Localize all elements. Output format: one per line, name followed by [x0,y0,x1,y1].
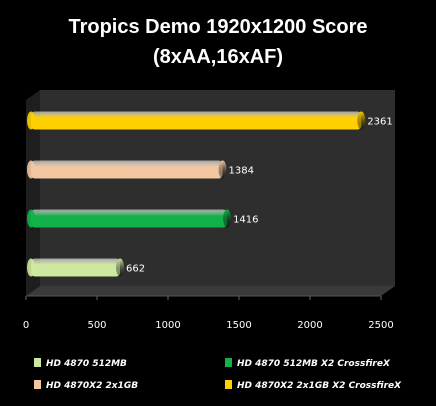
legend-item: HD 4870X2 2x1GB X2 CrossfireX [225,380,402,391]
legend-item: HD 4870X2 2x1GB [34,380,138,391]
value-label: 2361 [367,117,392,128]
tick-label: 0 [23,320,29,331]
legend-swatch [225,380,232,389]
x-axis-ticks: 0 500 1000 1500 2000 2500 [23,296,394,331]
value-label: 1384 [229,166,254,177]
tick-label: 2500 [368,320,393,331]
legend-swatch [34,358,41,367]
value-label: 662 [126,264,145,275]
bar-end [27,209,35,228]
chart-title-line-1: Tropics Demo 1920x1200 Score [68,16,367,38]
bar-2 [27,209,232,228]
tick-label: 2000 [297,320,322,331]
bar-cap [218,160,227,179]
bar-body [31,111,362,130]
bar-body [31,209,228,228]
bar-body [31,160,223,179]
tick-label: 1000 [155,320,180,331]
legend: HD 4870 512MB HD 4870 512MB X2 CrossfireX… [34,358,402,391]
plot-area [26,90,395,297]
bar-end [27,111,35,130]
legend-item: HD 4870 512MB X2 CrossfireX [225,358,391,369]
bar-end [27,160,35,179]
back-wall [40,90,395,286]
tick-label: 1500 [226,320,251,331]
bar-4 [27,111,366,130]
floor [26,286,395,296]
legend-label: HD 4870X2 2x1GB [46,381,138,391]
legend-label: HD 4870 512MB X2 CrossfireX [237,359,391,369]
bar-cap [116,258,125,277]
bar-cap [223,209,232,228]
legend-label: HD 4870 512MB [46,359,127,369]
bar-body [31,258,121,277]
legend-item: HD 4870 512MB [34,358,127,369]
bar-1 [27,258,125,277]
legend-swatch [225,358,232,367]
legend-label: HD 4870X2 2x1GB X2 CrossfireX [237,381,402,391]
tick-label: 500 [87,320,106,331]
bars-group [27,111,366,277]
bar-end [27,258,35,277]
side-wall [26,90,40,296]
chart-title-line-2: (8xAA,16xAF) [153,46,283,68]
value-labels-group: 662 1416 1384 2361 [126,117,393,275]
bar-3 [27,160,227,179]
bar-cap [357,111,366,130]
legend-swatch [34,380,41,389]
value-label: 1416 [233,215,258,226]
